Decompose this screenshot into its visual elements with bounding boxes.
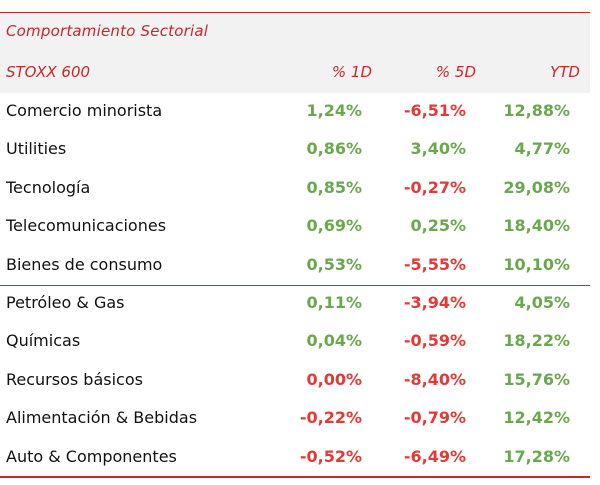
change-ytd: 17,28% [503,446,570,466]
table-row: Comercio minorista 1,24% -6,51% 12,88% [0,93,590,131]
table-row: Tecnología 0,85% -0,27% 29,08% [0,170,590,208]
table-title: Comportamiento Sectorial [6,22,209,40]
change-5d: -8,40% [403,369,466,389]
change-1d: -0,52% [299,446,362,466]
change-ytd: 18,40% [503,216,570,236]
change-ytd: 18,22% [503,331,570,351]
sector-name: Utilities [6,139,67,159]
column-header-1d: % 1D [331,63,372,81]
table-row: Bienes de consumo 0,53% -5,55% 10,10% [0,247,590,285]
change-ytd: 10,10% [503,254,570,274]
sector-name: Recursos básicos [6,369,143,389]
sector-name: Comercio minorista [6,101,163,120]
table-row: Auto & Componentes -0,52% -6,49% 17,28% [0,439,590,477]
sector-name: Bienes de consumo [6,254,163,274]
change-ytd: 4,77% [514,139,570,159]
change-ytd: 15,76% [503,369,570,389]
change-5d: -3,94% [403,292,466,312]
change-1d: 0,00% [306,369,362,389]
change-1d: 0,85% [306,177,362,197]
change-5d: -5,55% [403,254,466,274]
table-row: Químicas 0,04% -0,59% 18,22% [0,323,590,361]
table-header [0,13,590,93]
sector-name: Petróleo & Gas [6,292,125,312]
change-5d: -6,51% [403,101,466,120]
change-5d: -0,59% [403,331,466,351]
table-row: Petróleo & Gas 0,11% -3,94% 4,05% [0,285,590,323]
change-5d: 3,40% [410,139,466,159]
change-5d: -6,49% [403,446,466,466]
sector-name: Tecnología [6,177,91,197]
group-separator [0,285,590,286]
change-5d: 0,25% [410,216,466,236]
sector-name: Telecomunicaciones [6,216,167,236]
change-ytd: 12,88% [503,101,570,120]
change-1d: 1,24% [306,101,362,120]
column-header-index: STOXX 600 [6,63,91,81]
change-5d: -0,79% [403,408,466,428]
sector-name: Alimentación & Bebidas [6,408,198,428]
bottom-rule [0,476,590,478]
change-ytd: 29,08% [503,177,570,197]
table-row: Recursos básicos 0,00% -8,40% 15,76% [0,362,590,400]
change-ytd: 12,42% [503,408,570,428]
change-1d: -0,22% [299,408,362,428]
change-1d: 0,11% [306,292,362,312]
table-row: Utilities 0,86% 3,40% 4,77% [0,131,590,169]
change-1d: 0,04% [306,331,362,351]
column-header-5d: % 5D [435,63,476,81]
sector-name: Auto & Componentes [6,446,177,466]
table-row: Alimentación & Bebidas -0,22% -0,79% 12,42% [0,400,590,438]
change-5d: -0,27% [403,177,466,197]
change-1d: 0,69% [306,216,362,236]
sector-name: Químicas [6,331,81,351]
change-ytd: 4,05% [514,292,570,312]
table-body: Comercio minorista 1,24% -6,51% 12,88% Utili… [0,93,590,477]
change-1d: 0,86% [306,139,362,159]
column-header-ytd: YTD [550,63,580,81]
change-1d: 0,53% [306,254,362,274]
table-row: Telecomunicaciones 0,69% 0,25% 18,40% [0,208,590,246]
